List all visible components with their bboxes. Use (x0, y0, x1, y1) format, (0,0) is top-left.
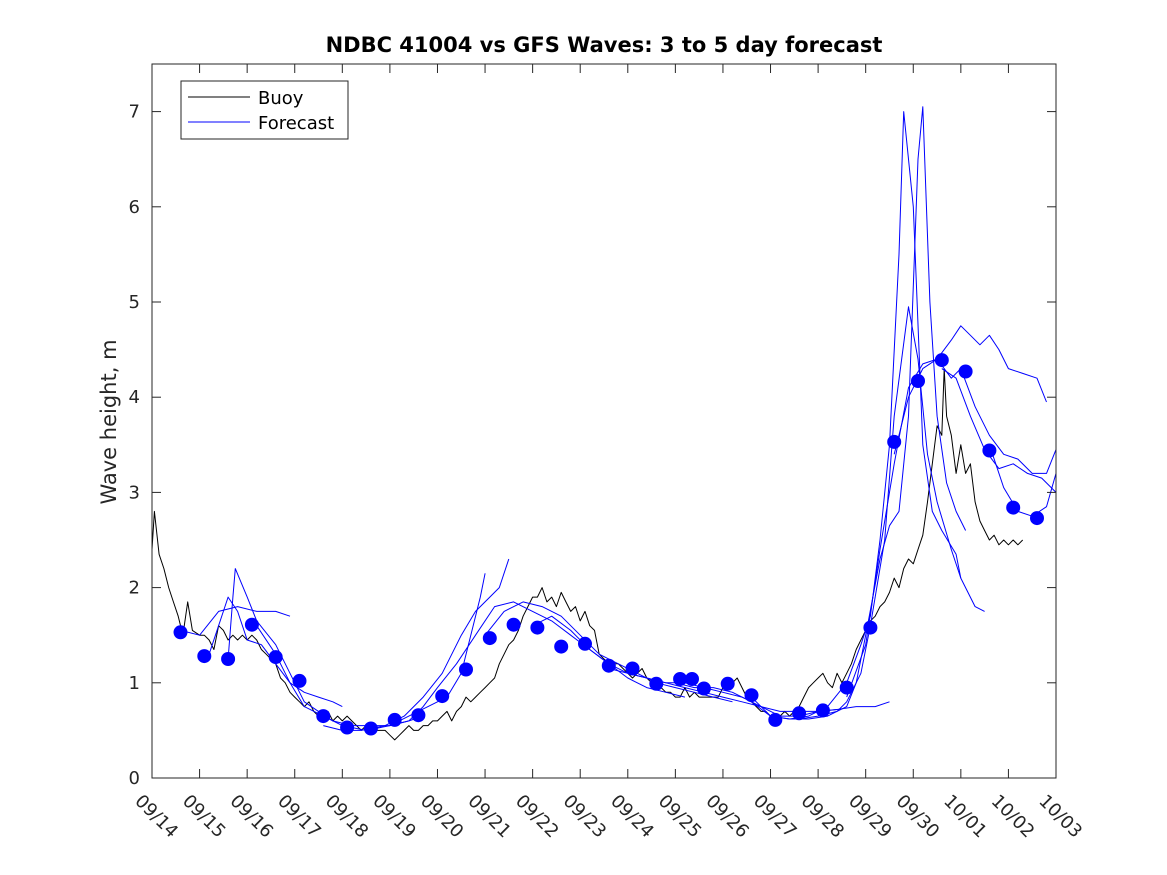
forecast-marker-27 (792, 706, 807, 721)
forecast-series-line-15 (941, 368, 1057, 493)
forecast-marker-13 (482, 631, 497, 646)
forecast-marker-29 (839, 680, 854, 695)
forecast-marker-14 (506, 617, 521, 632)
y-axis-label: Wave height, m (97, 339, 121, 504)
forecast-marker-19 (625, 661, 640, 676)
y-tick-label: 1 (129, 673, 140, 694)
forecast-marker-33 (934, 353, 949, 368)
forecast-marker-28 (815, 703, 830, 718)
y-tick-label: 0 (129, 768, 140, 789)
y-tick-label: 2 (129, 578, 140, 599)
forecast-marker-35 (982, 443, 997, 458)
forecast-marker-11 (435, 689, 450, 704)
forecast-marker-2 (221, 652, 236, 666)
forecast-marker-1 (197, 649, 212, 664)
forecast-marker-16 (554, 639, 569, 654)
forecast-marker-30 (863, 620, 878, 635)
forecast-marker-8 (363, 721, 378, 736)
forecast-marker-7 (340, 720, 355, 735)
forecast-series-line-14 (893, 358, 1057, 474)
forecast-series-line-1 (180, 606, 291, 636)
forecast-series-line-11 (751, 106, 967, 720)
forecast-marker-23 (696, 681, 711, 696)
forecast-series-line-5 (323, 558, 510, 731)
forecast-series-line-13 (846, 325, 1047, 698)
y-tick-label: 3 (129, 482, 140, 503)
forecast-marker-10 (411, 708, 426, 723)
chart-title: NDBC 41004 vs GFS Waves: 3 to 5 day fore… (326, 33, 883, 57)
forecast-series-line-16 (988, 444, 1057, 517)
y-tick-label: 5 (129, 292, 140, 313)
legend-box (180, 80, 349, 140)
forecast-marker-32 (911, 374, 925, 388)
forecast-marker-21 (673, 672, 688, 686)
forecast-marker-4 (268, 650, 283, 665)
legend-forecast-label: Forecast (258, 113, 334, 134)
forecast-marker-22 (685, 672, 699, 686)
forecast-series-line-6 (389, 601, 686, 727)
forecast-marker-20 (649, 676, 664, 691)
forecast-marker-3 (244, 617, 259, 632)
forecast-marker-12 (459, 662, 473, 677)
buoy-series-line (151, 368, 1024, 741)
y-tick-label: 7 (129, 102, 140, 123)
y-tick-label: 4 (129, 387, 140, 408)
forecast-series-line-12 (799, 306, 985, 720)
forecast-marker-24 (720, 676, 735, 691)
axes-box (151, 63, 1057, 779)
forecast-marker-9 (387, 712, 402, 727)
forecast-marker-5 (292, 673, 307, 688)
forecast-marker-0 (173, 625, 188, 640)
forecast-marker-25 (744, 688, 759, 703)
forecast-marker-18 (601, 658, 616, 673)
forecast-marker-6 (316, 709, 331, 724)
forecast-marker-36 (1006, 500, 1021, 515)
forecast-marker-15 (530, 620, 545, 635)
legend: Buoy Forecast (180, 80, 349, 140)
y-tick-label: 6 (129, 197, 140, 218)
forecast-marker-37 (1030, 511, 1044, 526)
legend-buoy-label: Buoy (258, 88, 304, 109)
plot-area (151, 106, 1057, 741)
forecast-marker-26 (768, 712, 783, 727)
forecast-marker-17 (578, 636, 592, 651)
forecast-marker-31 (887, 434, 902, 449)
forecast-marker-34 (958, 364, 973, 379)
